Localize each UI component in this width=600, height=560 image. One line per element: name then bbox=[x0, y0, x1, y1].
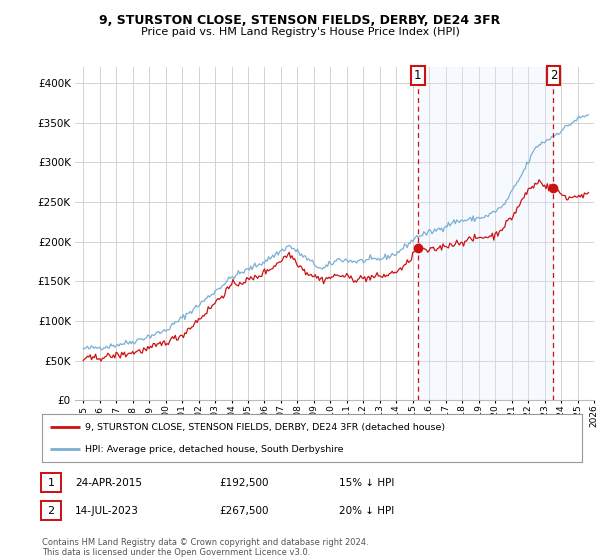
Text: 20% ↓ HPI: 20% ↓ HPI bbox=[339, 506, 394, 516]
Text: £267,500: £267,500 bbox=[219, 506, 269, 516]
Text: 14-JUL-2023: 14-JUL-2023 bbox=[75, 506, 139, 516]
Text: Price paid vs. HM Land Registry's House Price Index (HPI): Price paid vs. HM Land Registry's House … bbox=[140, 27, 460, 37]
Text: £192,500: £192,500 bbox=[219, 478, 269, 488]
Text: 9, STURSTON CLOSE, STENSON FIELDS, DERBY, DE24 3FR: 9, STURSTON CLOSE, STENSON FIELDS, DERBY… bbox=[100, 14, 500, 27]
Text: HPI: Average price, detached house, South Derbyshire: HPI: Average price, detached house, Sout… bbox=[85, 445, 344, 454]
Bar bbox=[418, 67, 553, 400]
Text: 2: 2 bbox=[47, 506, 55, 516]
Text: 1: 1 bbox=[414, 69, 422, 82]
Text: 15% ↓ HPI: 15% ↓ HPI bbox=[339, 478, 394, 488]
Text: 24-APR-2015: 24-APR-2015 bbox=[75, 478, 142, 488]
Text: 2: 2 bbox=[550, 69, 557, 82]
Text: Contains HM Land Registry data © Crown copyright and database right 2024.
This d: Contains HM Land Registry data © Crown c… bbox=[42, 538, 368, 557]
Text: 9, STURSTON CLOSE, STENSON FIELDS, DERBY, DE24 3FR (detached house): 9, STURSTON CLOSE, STENSON FIELDS, DERBY… bbox=[85, 423, 445, 432]
Text: 1: 1 bbox=[47, 478, 55, 488]
